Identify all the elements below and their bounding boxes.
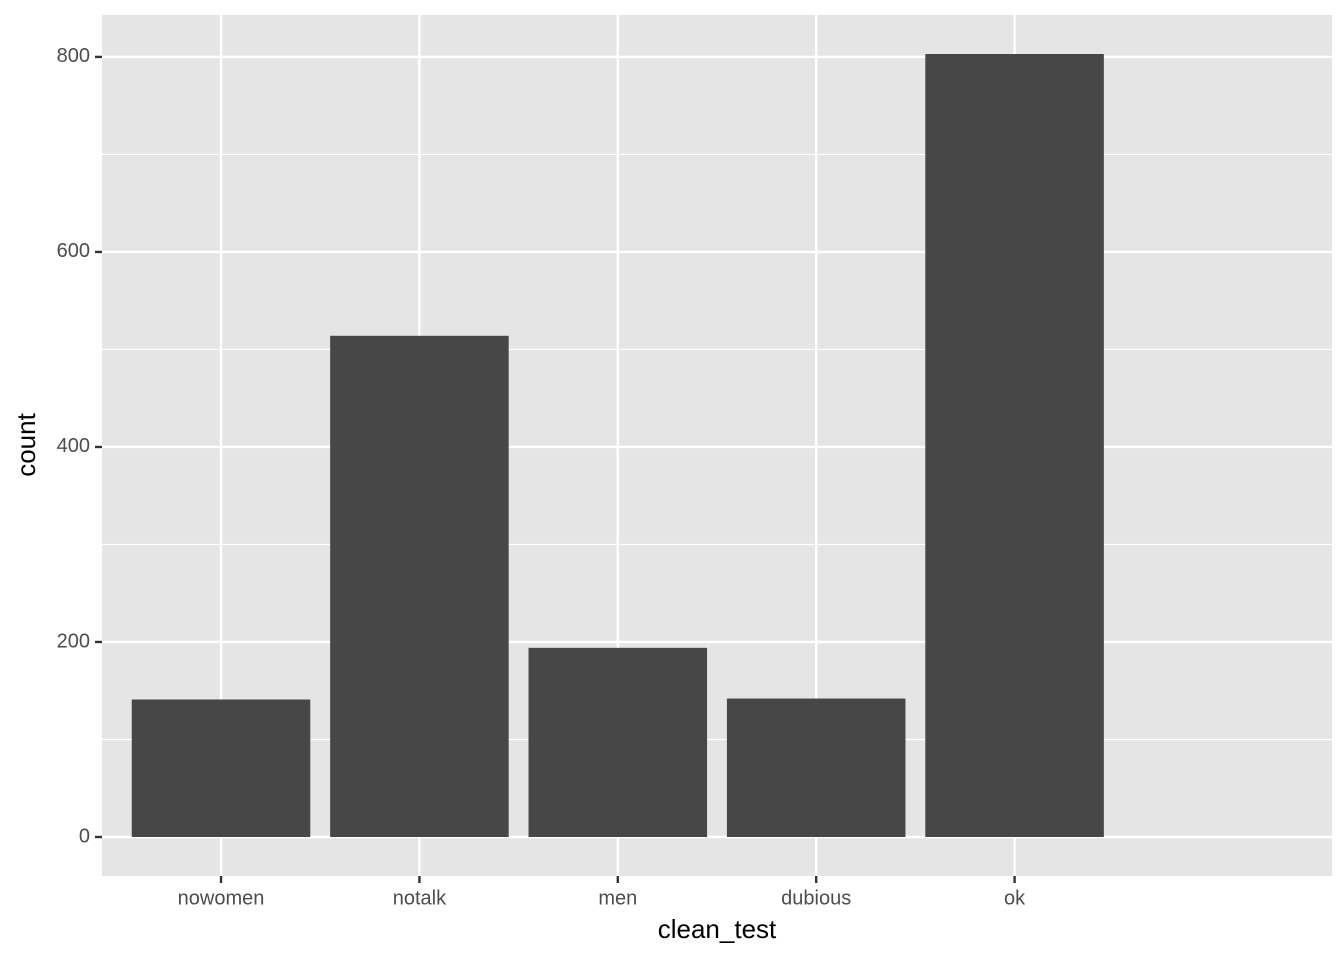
x-tick-label: dubious xyxy=(781,887,851,909)
bar xyxy=(528,647,708,837)
x-tick-label: nowomen xyxy=(178,887,265,909)
x-tick-label: ok xyxy=(1004,887,1026,909)
bar xyxy=(726,698,906,837)
y-tick-label: 0 xyxy=(79,825,90,847)
x-tick-label: men xyxy=(598,887,637,909)
y-tick-label: 400 xyxy=(57,435,90,457)
y-axis-title: count xyxy=(11,412,41,476)
y-tick-label: 800 xyxy=(57,45,90,67)
bar xyxy=(925,54,1104,837)
bar xyxy=(131,699,311,837)
y-tick-label: 200 xyxy=(57,630,90,652)
x-axis-title: clean_test xyxy=(658,914,777,944)
y-tick-label: 600 xyxy=(57,240,90,262)
bar xyxy=(330,335,509,837)
x-tick-label: notalk xyxy=(393,887,447,909)
